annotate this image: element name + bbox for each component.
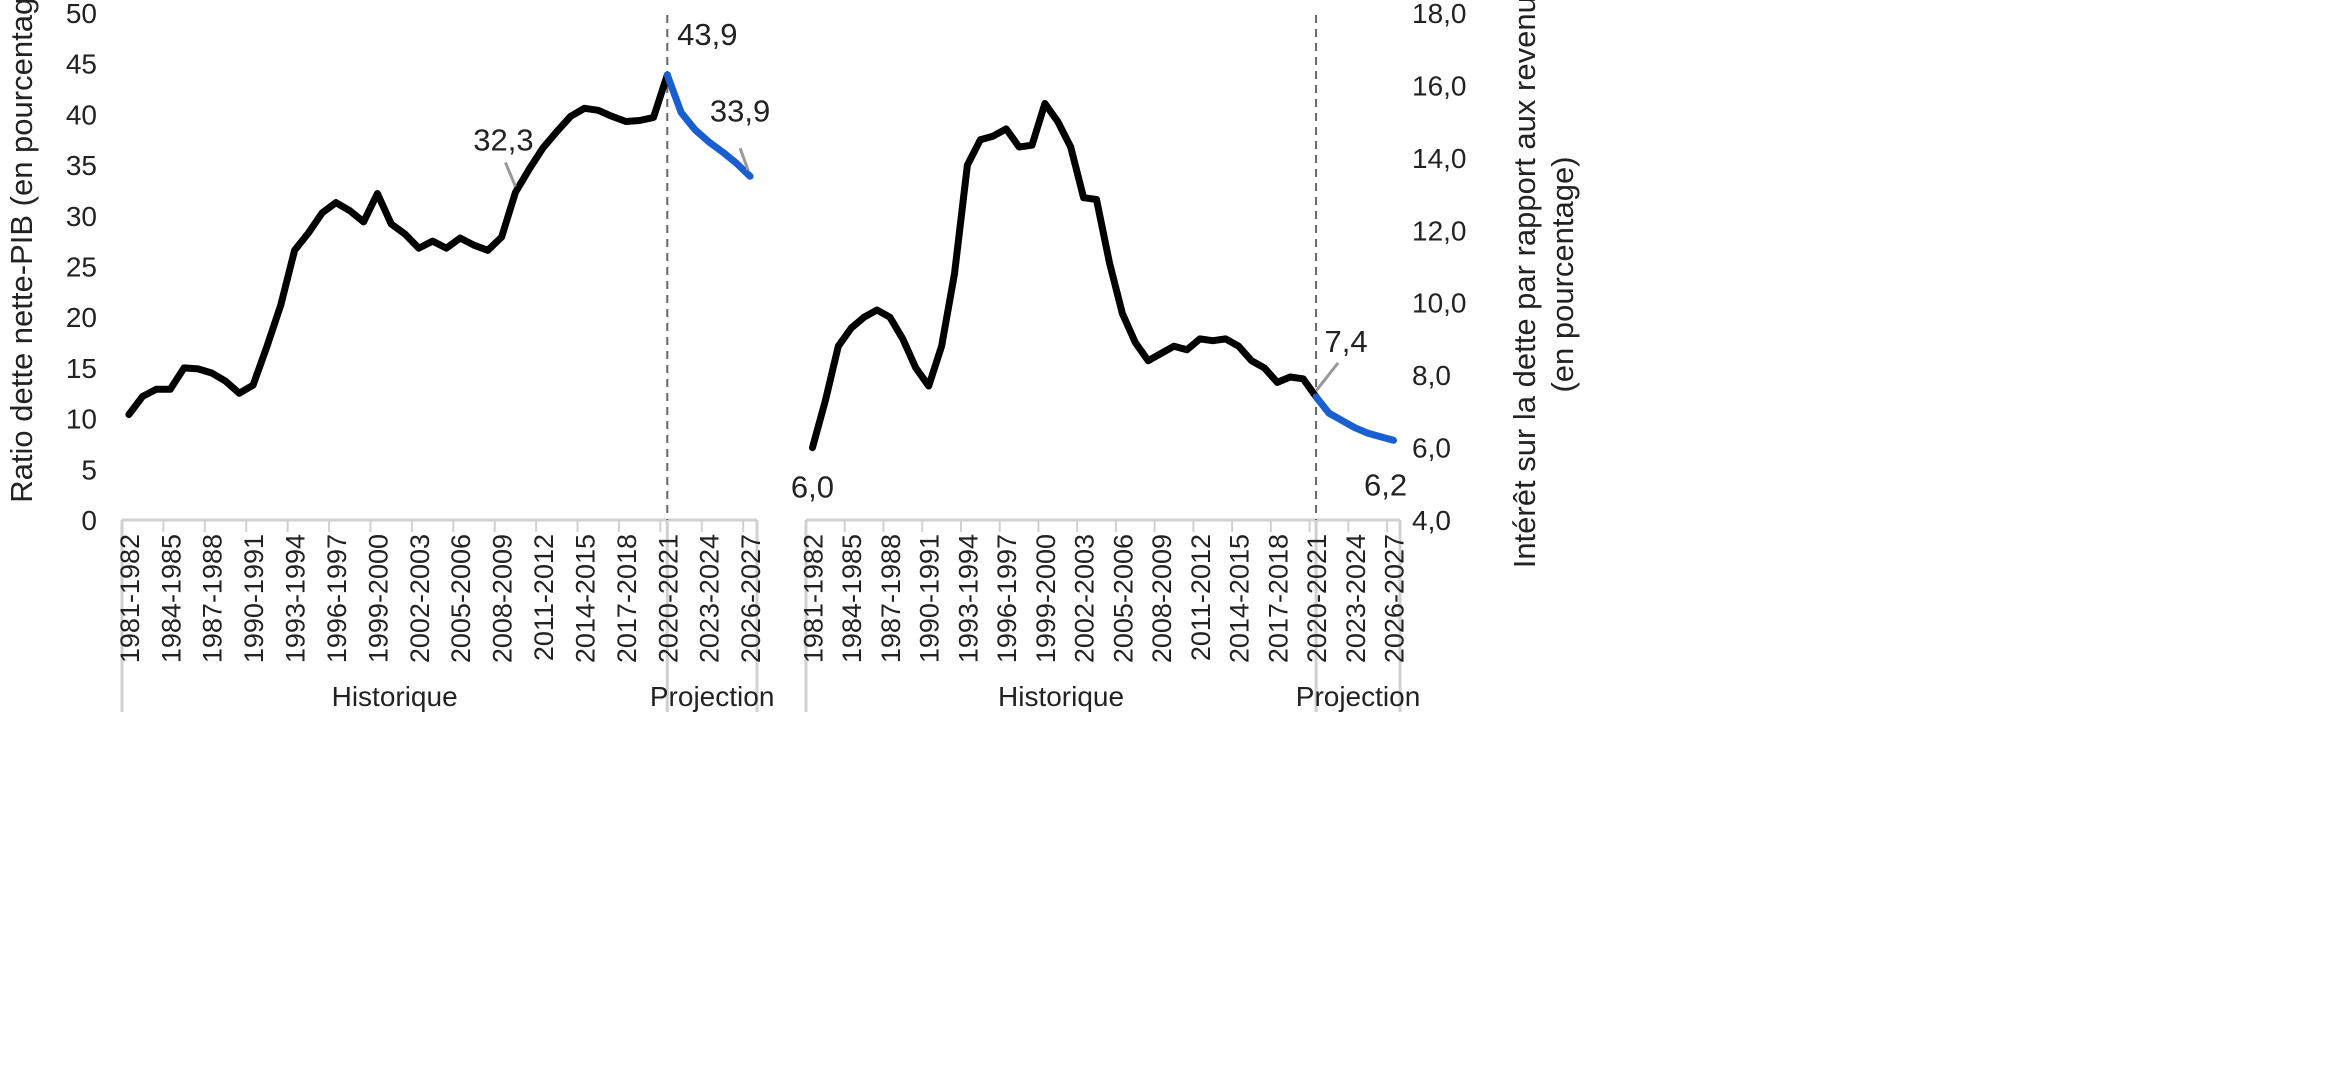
x-tick-label: 1987-1988 [198,534,228,663]
y-tick-label: 15 [66,353,97,384]
data-label: 7,4 [1325,324,1368,359]
x-tick-label: 1993-1994 [953,534,983,663]
period-label-projection: Projection [650,681,775,712]
y-tick-label: 18,0 [1412,0,1467,29]
x-tick-label: 2023-2024 [695,534,725,663]
x-tick-label: 1984-1985 [837,534,867,663]
chart-panel-1: 1981-1982 1984-1985 1987-1988 1990-1991 1993… [4,0,774,712]
x-tick-label: 1987-1988 [876,534,906,663]
x-tick-label: 2017-2018 [612,534,642,663]
historical-series-line [809,100,1320,452]
projection-series-line [663,71,754,180]
y-tick-label: 0 [81,505,97,536]
x-tick-label: 2020-2021 [1302,534,1332,663]
y-tick-label: 45 [66,49,97,80]
x-tick-label: 1981-1982 [798,534,828,663]
period-label-historique: Historique [332,681,458,712]
y-tick-label: 5 [81,454,97,485]
x-tick-label: 2005-2006 [1108,534,1138,663]
projection-series-line [1312,393,1397,444]
x-tick-label: 2011-2012 [1186,534,1216,661]
data-label: 6,0 [791,470,834,505]
x-tick-label: 2008-2009 [488,534,518,663]
x-tick-label: 2026-2027 [1380,534,1410,663]
data-label: 32,3 [473,122,533,157]
annotation-leader [1314,361,1340,392]
y-tick-label: 10 [66,404,97,435]
x-tick-label: 1990-1991 [915,534,945,663]
x-tick-label: 1996-1997 [322,534,352,663]
y-tick-label: 14,0 [1412,143,1467,174]
y-axis-title: Intérêt sur la dette par rapport aux rev… [1507,0,1580,568]
y-tick-label: 16,0 [1412,70,1467,101]
x-tick-label: 2014-2015 [1225,534,1255,663]
x-tick-label: 2026-2027 [736,534,766,663]
data-label: 33,9 [710,93,770,128]
y-tick-label: 35 [66,150,97,181]
x-tick-label: 1996-1997 [992,534,1022,663]
x-tick-label: 2023-2024 [1341,534,1371,663]
period-label-projection: Projection [1296,681,1421,712]
y-tick-label: 10,0 [1412,288,1467,319]
y-tick-label: 6,0 [1412,433,1451,464]
x-tick-label: 2002-2003 [405,534,435,663]
y-tick-label: 50 [66,0,97,29]
y-tick-label: 12,0 [1412,215,1467,246]
x-tick-label: 1999-2000 [1031,534,1061,663]
x-tick-label: 2014-2015 [570,534,600,663]
data-label: 6,2 [1364,467,1407,502]
period-label-historique: Historique [998,681,1124,712]
historical-series-line [125,71,671,418]
x-tick-label: 2017-2018 [1263,534,1293,663]
x-tick-label: 1981-1982 [115,534,145,663]
x-tick-label: 1993-1994 [281,534,311,663]
y-tick-label: 4,0 [1412,505,1451,536]
y-tick-label: 20 [66,302,97,333]
data-label: 43,9 [677,17,737,52]
annotation-leader [504,161,517,188]
x-tick-label: 2020-2021 [653,534,683,663]
y-tick-label: 40 [66,99,97,130]
x-tick-label: 2002-2003 [1070,534,1100,663]
x-tick-label: 2005-2006 [446,534,476,663]
y-axis-title: Ratio dette nette-PIB (en pourcentage) [4,0,39,503]
x-tick-label: 1984-1985 [156,534,186,663]
chart-panel-2: 1981-1982 1984-1985 1987-1988 1990-1991 1993… [791,0,1580,712]
y-tick-label: 25 [66,252,97,283]
x-tick-label: 2008-2009 [1147,534,1177,663]
x-tick-label: 2011-2012 [529,534,559,661]
y-tick-label: 30 [66,201,97,232]
annotation-leader [738,147,750,171]
x-tick-label: 1990-1991 [239,534,269,663]
y-tick-label: 8,0 [1412,360,1451,391]
x-tick-label: 1999-2000 [363,534,393,663]
